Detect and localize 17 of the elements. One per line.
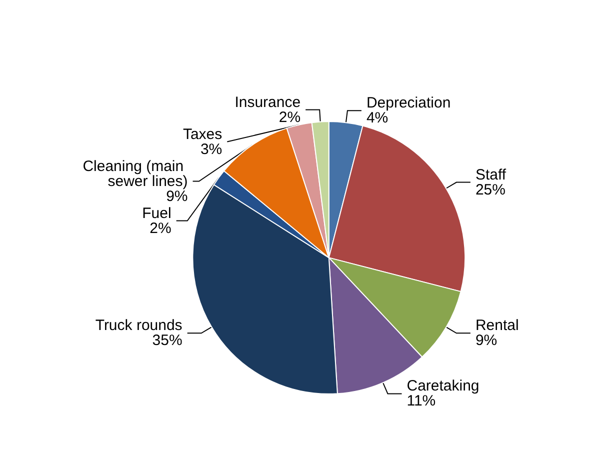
- slice-label: Fuel: [142, 204, 172, 222]
- slice-label: Cleaning (main sewer lines): [82, 158, 188, 190]
- slice-label: Taxes: [182, 126, 222, 143]
- data-label: 35%: [152, 332, 182, 350]
- data-label: 4%: [366, 110, 388, 127]
- slice-label: Caretaking: [406, 378, 480, 395]
- slice-label: Rental: [475, 317, 519, 334]
- slice-label: Insurance: [234, 94, 301, 111]
- slice-label: Depreciation: [366, 94, 451, 112]
- slice-label: Staff: [475, 166, 507, 184]
- data-label: 3%: [200, 140, 222, 158]
- slice-label: Truck rounds: [95, 317, 182, 334]
- data-label: 2%: [278, 108, 301, 126]
- data-label: 11%: [406, 392, 436, 410]
- data-label: 9%: [475, 332, 498, 350]
- data-label: 2%: [150, 220, 172, 237]
- data-label: 25%: [475, 181, 506, 198]
